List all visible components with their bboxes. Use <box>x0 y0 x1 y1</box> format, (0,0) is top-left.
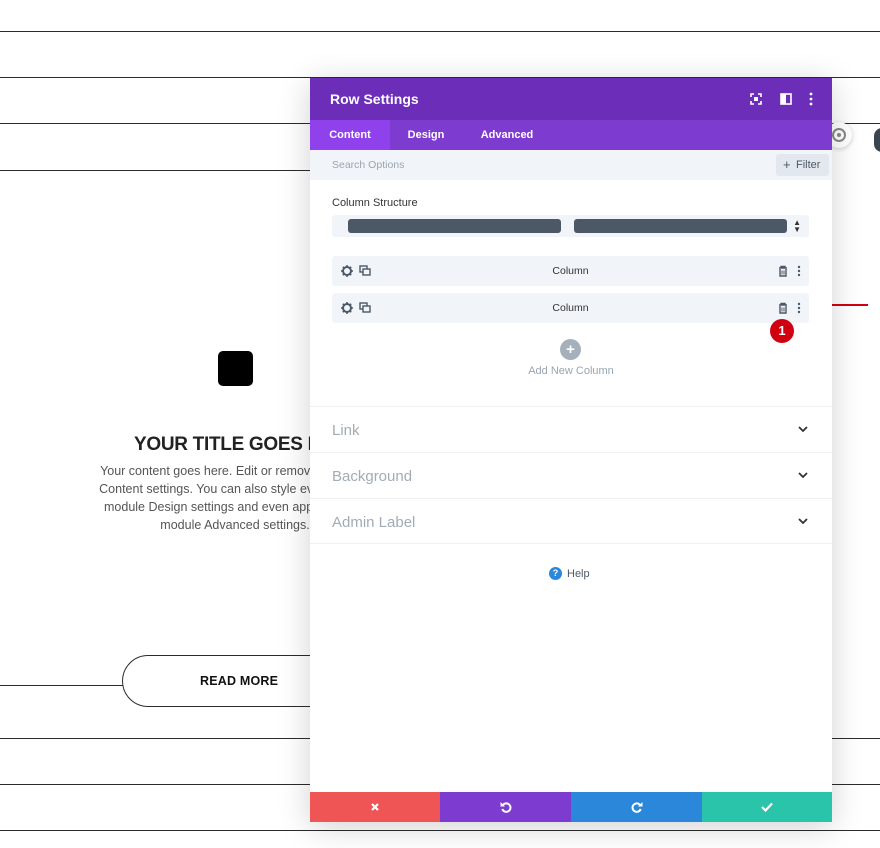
question-icon: ? <box>549 567 562 580</box>
blurb-title: YOUR TITLE GOES HE <box>134 434 334 455</box>
plus-icon: + <box>783 157 791 172</box>
modal-title: Row Settings <box>330 91 419 107</box>
column-structure-select[interactable]: ▲ ▼ <box>332 215 809 237</box>
blurb-body-line: module Advanced settings. <box>160 518 310 532</box>
blurb-body-line: Content settings. You can also style eve… <box>99 482 371 496</box>
gear-icon[interactable] <box>340 301 354 315</box>
split-view-icon[interactable] <box>777 90 795 108</box>
add-column-button[interactable]: + <box>560 339 581 360</box>
help-label: Help <box>567 568 590 580</box>
select-caret-icon: ▲ ▼ <box>793 218 801 234</box>
toggle-background[interactable]: Background <box>310 452 832 498</box>
tab-content[interactable]: Content <box>310 120 390 150</box>
tab-advanced[interactable]: Advanced <box>480 129 534 141</box>
trash-icon[interactable] <box>776 264 790 278</box>
chevron-down-icon <box>798 426 808 433</box>
section-label: Link <box>332 422 360 439</box>
fullscreen-icon[interactable] <box>747 90 765 108</box>
toggle-admin-label[interactable]: Admin Label <box>310 498 832 544</box>
chevron-down-icon <box>798 518 808 525</box>
gear-icon[interactable] <box>340 264 354 278</box>
search-placeholder: Search Options <box>332 159 405 171</box>
filter-button[interactable]: + Filter <box>776 154 829 176</box>
more-vertical-icon[interactable] <box>792 264 806 278</box>
add-column-label[interactable]: Add New Column <box>528 365 614 377</box>
undo-icon <box>500 802 511 813</box>
modal-footer <box>310 792 832 822</box>
redo-icon <box>631 802 642 813</box>
blurb-body-line: module Design settings and even apply cu… <box>104 500 366 514</box>
checkmark-icon <box>761 802 773 812</box>
undo-button[interactable] <box>440 792 571 822</box>
blurb-body-line: Your content goes here. Edit or remove t… <box>100 464 370 478</box>
step-badge: 1 <box>770 319 794 343</box>
column-preview-bar <box>574 219 787 233</box>
duplicate-icon[interactable] <box>358 301 372 315</box>
trash-icon[interactable] <box>776 301 790 315</box>
section-label: Admin Label <box>332 514 416 531</box>
modal-header: Row Settings <box>310 78 832 120</box>
tab-bar: Content Design Advanced <box>310 120 832 150</box>
section-divider <box>0 31 880 32</box>
save-button[interactable] <box>702 792 832 822</box>
column-label: Column <box>552 302 589 314</box>
filter-label: Filter <box>796 159 821 171</box>
column-label: Column <box>552 265 589 277</box>
column-item[interactable]: Column <box>332 256 809 286</box>
toggle-link[interactable]: Link <box>310 406 832 452</box>
section-label: Background <box>332 468 413 485</box>
column-preview-bar <box>348 219 561 233</box>
close-icon <box>371 803 379 811</box>
section-divider <box>0 77 880 78</box>
cancel-button[interactable] <box>310 792 440 822</box>
more-vertical-icon[interactable] <box>802 90 820 108</box>
duplicate-icon[interactable] <box>358 264 372 278</box>
gear-icon <box>832 128 846 142</box>
chevron-down-icon <box>798 472 808 479</box>
tab-design[interactable]: Design <box>407 129 445 141</box>
more-vertical-icon[interactable] <box>792 301 806 315</box>
search-options-input[interactable]: Search Options + Filter <box>310 150 832 180</box>
row-settings-modal: Row Settings Content Design Advanced Sea… <box>310 78 832 822</box>
read-more-label: READ MORE <box>200 674 279 688</box>
section-divider <box>0 830 880 831</box>
column-item[interactable]: Column <box>332 293 809 323</box>
column-structure-label: Column Structure <box>332 197 418 209</box>
side-handle[interactable] <box>874 128 880 152</box>
redo-button[interactable] <box>571 792 702 822</box>
blurb-icon <box>218 351 253 386</box>
blurb-body: Your content goes here. Edit or remove t… <box>0 462 470 534</box>
